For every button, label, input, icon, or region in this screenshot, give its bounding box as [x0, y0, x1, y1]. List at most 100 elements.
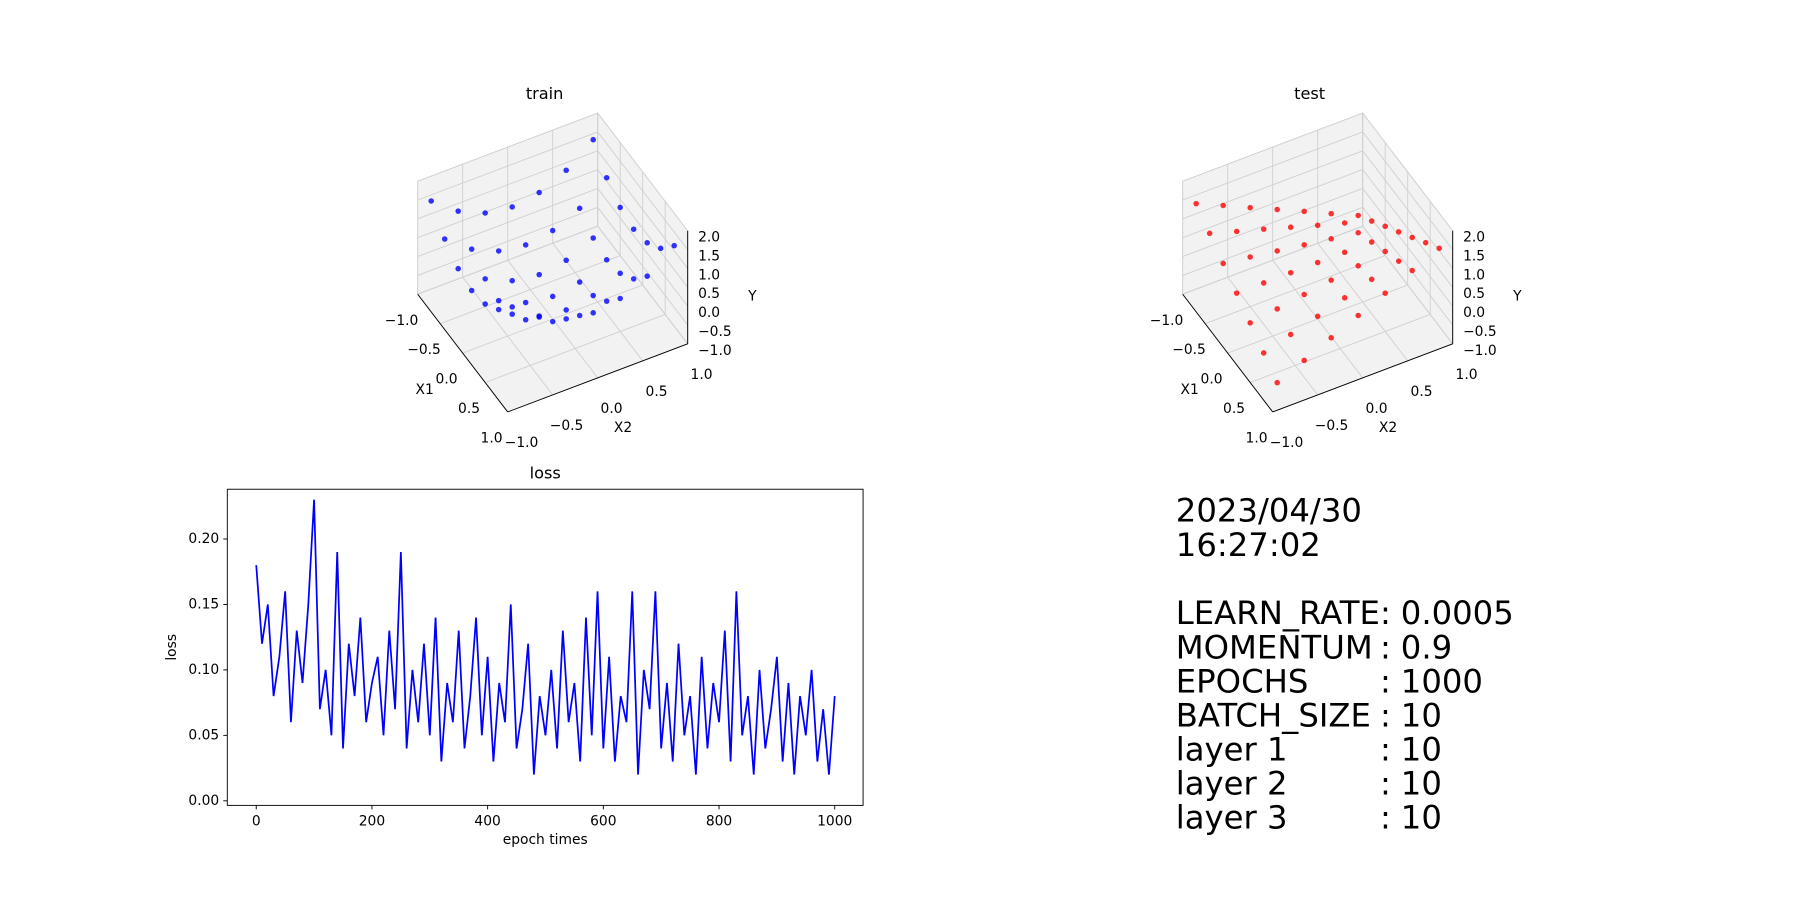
- grid-line: [1362, 169, 1454, 288]
- y-axis-label: X2: [614, 420, 632, 436]
- param-value: 10: [1401, 764, 1442, 802]
- point: [549, 227, 556, 234]
- point: [1247, 204, 1253, 211]
- param-value: 10: [1401, 730, 1442, 768]
- param-value: 0.9: [1401, 628, 1452, 666]
- z-tick-label: −0.5: [698, 324, 732, 340]
- param-separator: :: [1380, 798, 1391, 836]
- point: [1274, 206, 1280, 213]
- x-tick-label: 0: [252, 814, 261, 830]
- x-tick-label: −1.0: [385, 313, 419, 329]
- point: [1368, 239, 1375, 245]
- grid-line: [1362, 188, 1454, 307]
- point: [1193, 200, 1199, 207]
- point: [1368, 218, 1375, 224]
- point: [644, 273, 650, 279]
- param-name: EPOCHS: [1176, 662, 1309, 700]
- grid-line: [417, 112, 598, 182]
- point: [522, 242, 529, 248]
- point: [455, 265, 461, 272]
- point: [603, 298, 610, 304]
- z-axis-label: Y: [1512, 289, 1522, 305]
- grid-line: [597, 150, 689, 269]
- y-tick-label: 0.0: [1366, 401, 1388, 417]
- param-name: LEARN_RATE: [1176, 594, 1380, 632]
- z-tick-label: 0.5: [698, 286, 720, 302]
- point: [576, 279, 583, 285]
- point: [1301, 357, 1307, 364]
- grid-line: [417, 188, 598, 257]
- z-tick-label: 2.0: [698, 230, 720, 246]
- grid-line: [417, 225, 598, 295]
- point: [1260, 350, 1267, 356]
- grid-line: [1182, 169, 1363, 239]
- y-tick-label: 0.20: [188, 531, 219, 547]
- point: [671, 242, 677, 249]
- point: [1436, 245, 1442, 252]
- z-tick-label: 1.5: [698, 249, 720, 265]
- point: [1355, 229, 1361, 236]
- point: [468, 287, 475, 294]
- grid-line: [597, 207, 689, 326]
- grid-line: [597, 188, 689, 307]
- grid-line: [1182, 206, 1363, 276]
- point: [1395, 258, 1402, 264]
- param-value: 10: [1401, 696, 1442, 734]
- point: [1341, 249, 1348, 256]
- point: [1409, 234, 1415, 241]
- param-separator: :: [1380, 662, 1391, 700]
- param-name: layer 2: [1176, 764, 1288, 802]
- grid-line: [1182, 131, 1363, 201]
- point: [1247, 320, 1253, 326]
- chart-title: loss: [530, 464, 561, 483]
- loss-line: [255, 499, 836, 775]
- point: [482, 301, 488, 307]
- x-tick-label: 0.0: [1201, 372, 1223, 388]
- y-tick-label: 0.5: [1411, 384, 1433, 400]
- point: [428, 198, 434, 204]
- x-tick-label: 1000: [817, 814, 852, 830]
- x-axis-label: X1: [1180, 382, 1198, 398]
- x-tick-label: 0.5: [458, 401, 480, 417]
- x-tick-label: 1.0: [481, 430, 503, 446]
- point: [1301, 242, 1307, 248]
- grid-line: [1182, 112, 1363, 182]
- grid-line: [417, 150, 598, 220]
- grid-line: [417, 131, 598, 201]
- param-separator: :: [1380, 764, 1391, 802]
- param-name: layer 1: [1176, 730, 1288, 768]
- point: [522, 316, 529, 323]
- z-tick-label: 1.0: [1463, 267, 1485, 283]
- point: [590, 310, 596, 316]
- param-separator: :: [1380, 696, 1391, 734]
- grid-line: [1362, 207, 1454, 326]
- param-name: MOMENTUM: [1176, 628, 1373, 666]
- z-tick-label: 1.5: [1463, 249, 1485, 265]
- param-separator: :: [1380, 628, 1391, 666]
- point: [563, 307, 569, 313]
- grid-line: [417, 169, 598, 239]
- point: [1220, 260, 1226, 267]
- point: [1314, 259, 1321, 266]
- y-tick-label: 0.15: [188, 596, 219, 612]
- point: [1355, 212, 1361, 219]
- point: [1287, 224, 1294, 230]
- point: [630, 276, 637, 282]
- info-time: 16:27:02: [1176, 526, 1321, 564]
- point: [1341, 295, 1348, 301]
- point: [563, 316, 569, 322]
- param-name: layer 3: [1176, 798, 1288, 836]
- point: [1233, 290, 1240, 296]
- z-tick-label: 0.0: [1463, 305, 1485, 321]
- point: [1355, 263, 1361, 269]
- point: [617, 295, 623, 302]
- point: [1301, 291, 1307, 298]
- z-axis-label: Y: [747, 289, 757, 305]
- y-tick-label: 0.5: [646, 384, 668, 400]
- y-axis-line: [507, 343, 688, 413]
- x-tick-label: 800: [706, 814, 732, 830]
- grid-line: [597, 225, 689, 345]
- point: [536, 314, 542, 320]
- point: [468, 246, 475, 252]
